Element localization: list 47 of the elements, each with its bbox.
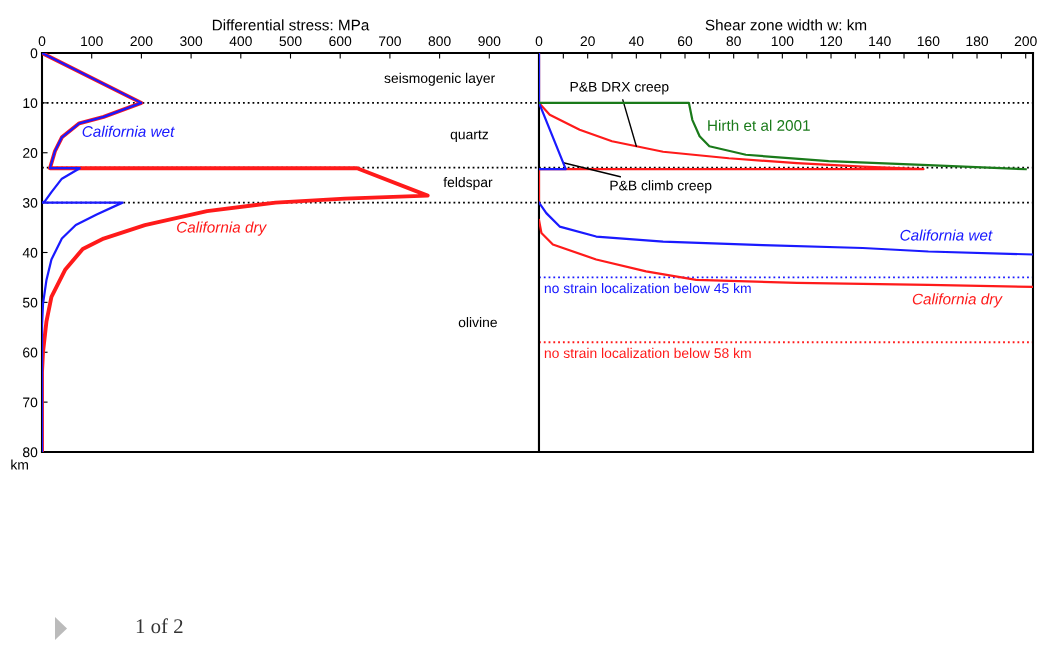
x-tick-label: 60 [677, 36, 693, 47]
y-tick-label: 0 [30, 48, 38, 59]
annotation: P&B climb creep [610, 180, 712, 194]
y-tick-label: 40 [22, 247, 38, 258]
x-tick-label: 20 [580, 36, 595, 47]
x-tick-label: 700 [379, 36, 401, 47]
x-tick-label: 100 [81, 36, 103, 47]
y-tick-label: 60 [23, 347, 38, 358]
x-tick-label: 600 [329, 36, 352, 47]
annotation: quartz [450, 130, 489, 143]
x-tick-label: 800 [428, 36, 451, 47]
y-tick-label: 80 [22, 447, 38, 458]
x-tick-label: 200 [130, 36, 153, 47]
series-label: California wet [82, 125, 175, 137]
x-tick-label: 160 [917, 36, 940, 47]
ref-line-label: no strain localization below 45 km [544, 282, 751, 294]
x-tick-label: 400 [229, 36, 252, 47]
x-tick-label: 0 [535, 36, 543, 47]
x-axis-title: Differential stress: MPa [212, 19, 370, 31]
y-tick-label: 20 [23, 148, 38, 158]
annotation: P&B DRX creep [570, 81, 669, 95]
ref-line-label: no strain localization below 58 km [544, 347, 751, 359]
series-label: Hirth et al 2001 [708, 119, 810, 131]
text: 1 of 2 [136, 618, 183, 634]
series-label: California dry [177, 221, 267, 236]
y-tick-label: 70 [23, 397, 38, 408]
annotation: olivine [458, 317, 497, 328]
x-tick-label: 80 [726, 36, 741, 47]
x-tick-label: 500 [279, 36, 302, 47]
y-tick-label: 30 [22, 197, 38, 208]
x-tick-label: 0 [38, 36, 46, 47]
x-tick-label: 140 [869, 36, 891, 47]
annotation: feldspar [443, 177, 493, 190]
x-tick-label: 120 [820, 36, 843, 47]
x-tick-label: 200 [1014, 36, 1037, 47]
x-axis-title: Shear zone width w: km [705, 19, 867, 31]
x-tick-label: 180 [966, 36, 989, 47]
y-tick-label: 10 [23, 98, 38, 109]
x-tick-label: 40 [628, 36, 644, 47]
series-label: California dry [912, 293, 1003, 308]
x-tick-label: 100 [771, 36, 794, 47]
y-axis-title: km [11, 459, 28, 470]
series-label: California wet [900, 229, 993, 241]
annotation: seismogenic layer [384, 72, 495, 86]
x-tick-label: 300 [180, 36, 203, 47]
y-tick-label: 50 [22, 297, 38, 308]
x-tick-label: 900 [478, 36, 501, 47]
